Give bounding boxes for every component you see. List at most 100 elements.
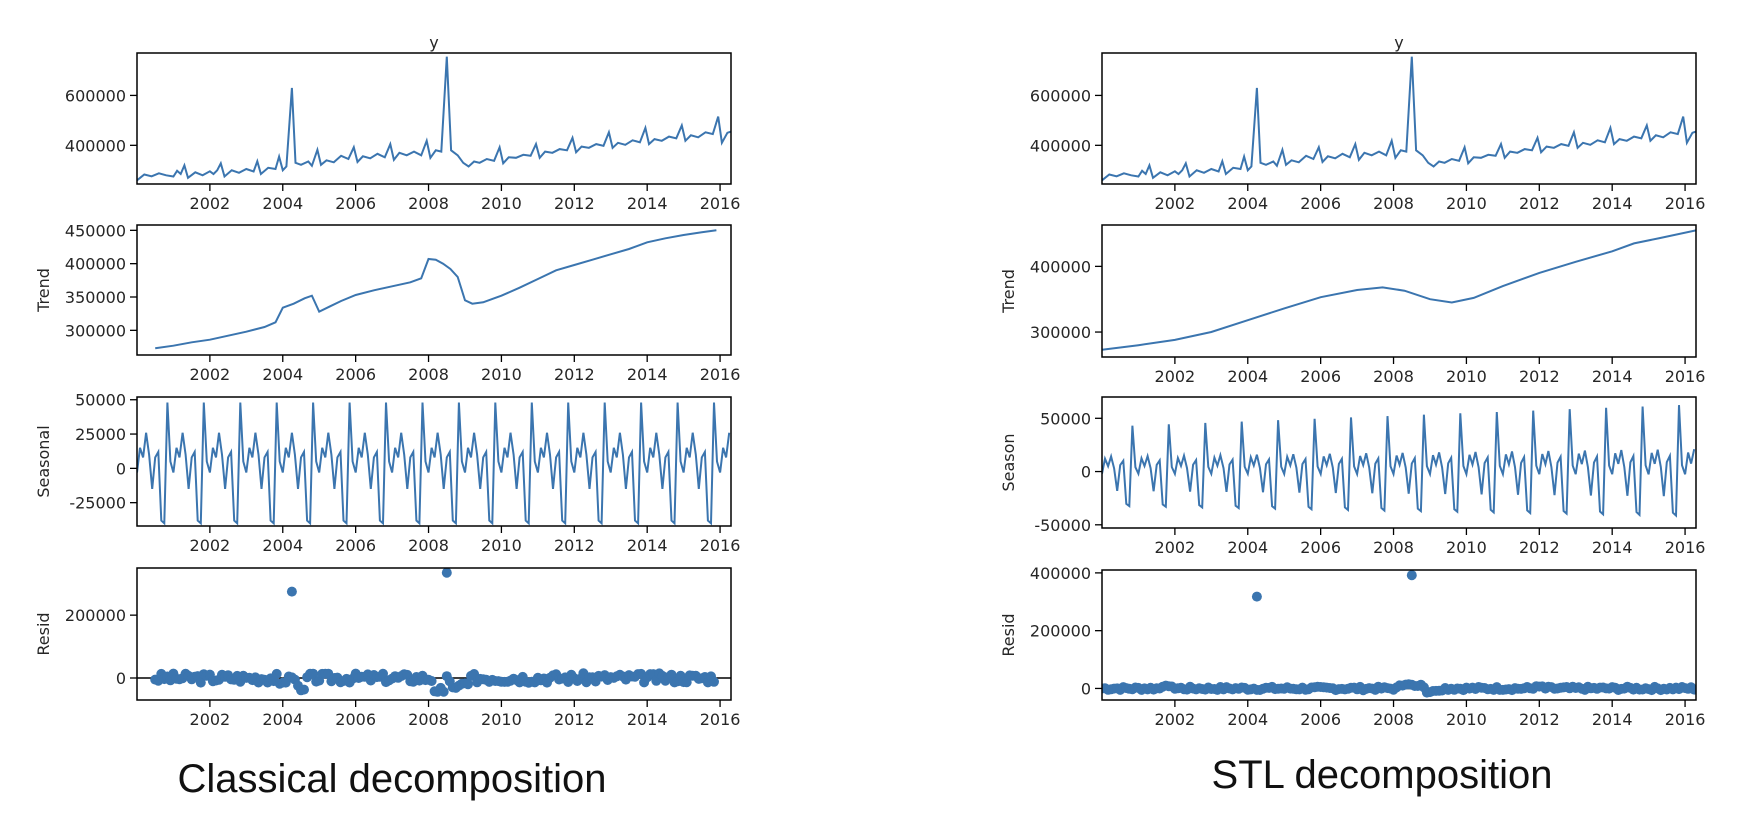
classical-decomposition-chart: 400000 600000 2002 2004 2006 2008 2010 2012 2014… [34, 33, 740, 729]
classical-seasonal-ytick-label: 50000 [75, 391, 126, 410]
classical-y-frame [136, 52, 732, 185]
stl-resid-xtick-label: 2002 [1155, 710, 1196, 729]
classical-trend-line [155, 229, 717, 350]
stl-season-ytick-label: 50000 [1040, 409, 1091, 428]
classical-seasonal-xtick-label: 2014 [627, 536, 668, 555]
classical-resid-point [308, 668, 319, 679]
stl-resid-ytick-label: 400000 [1030, 564, 1091, 583]
classical-seasonal-xtick-label: 2008 [408, 536, 449, 555]
stl-season-xtick-label: 2012 [1519, 538, 1560, 557]
classical-seasonal-frame [136, 396, 732, 527]
classical-resid-point [378, 668, 388, 679]
stl-season-xtick-label: 2016 [1665, 538, 1706, 557]
caption-stl: STL decomposition [1212, 753, 1553, 797]
stl-trend-ytick-label: 300000 [1030, 323, 1091, 342]
classical-trend-xtick-label: 2006 [335, 365, 376, 384]
stl-resid-xtick-label: 2012 [1519, 710, 1560, 729]
classical-trend-ytick-label: 350000 [65, 288, 126, 307]
classical-trend-ytick-label: 300000 [65, 321, 126, 340]
classical-seasonal-data [137, 402, 731, 526]
stl-trend-xtick-label: 2004 [1227, 367, 1268, 386]
classical-resid-point [271, 668, 282, 679]
stl-resid-xtick-label: 2016 [1665, 710, 1706, 729]
stl-resid-ylabel: Resid [999, 613, 1018, 656]
stl-y-xtick-label: 2002 [1155, 194, 1196, 213]
stl-resid-ytick-label: 0 [1081, 679, 1091, 698]
stl-trend-ytick-label: 400000 [1030, 257, 1091, 276]
stl-y-xtick-label: 2016 [1665, 194, 1706, 213]
classical-trend-ytick-label: 400000 [65, 255, 126, 274]
stl-y-xtick-label: 2010 [1446, 194, 1487, 213]
classical-panel-trend: 300000 350000 400000 450000 2002 2004 2006 2008… [34, 221, 740, 384]
classical-resid-outlier [286, 586, 297, 597]
stl-resid-outlier [1251, 591, 1262, 602]
classical-trend-xtick-label: 2014 [627, 365, 668, 384]
classical-y-line [137, 56, 731, 182]
stl-trend-xtick-label: 2016 [1665, 367, 1706, 386]
classical-seasonal-line [137, 402, 731, 526]
stl-y-xtick-label: 2008 [1373, 194, 1414, 213]
classical-y-xtick-label: 2012 [554, 194, 595, 213]
stl-resid-xtick-label: 2006 [1300, 710, 1341, 729]
caption-classical: Classical decomposition [177, 757, 606, 801]
classical-resid-xtick-label: 2014 [627, 710, 668, 729]
stl-season-xtick-label: 2004 [1227, 538, 1268, 557]
stl-y-data [1102, 56, 1696, 182]
stl-season-ytick-label: 0 [1081, 463, 1091, 482]
classical-seasonal-xtick-label: 2010 [481, 536, 522, 555]
stl-panel-resid: 0 200000 400000 2002 2004 2006 2008 2010 2012 201… [999, 564, 1705, 729]
stl-season-xtick-label: 2006 [1300, 538, 1341, 557]
classical-y-xtick-label: 2016 [700, 194, 741, 213]
classical-trend-xtick-label: 2010 [481, 365, 522, 384]
classical-resid-outlier [441, 568, 452, 578]
classical-resid-data [137, 568, 731, 697]
stl-trend-xtick-label: 2010 [1446, 367, 1487, 386]
classical-y-ytick-label: 600000 [65, 86, 126, 105]
stl-resid-xtick-label: 2008 [1373, 710, 1414, 729]
classical-y-xtick-label: 2008 [408, 194, 449, 213]
classical-resid-ytick-label: 0 [116, 669, 126, 688]
classical-seasonal-ylabel: Seasonal [34, 425, 53, 497]
stl-y-ytick-label: 400000 [1030, 136, 1091, 155]
classical-resid-xtick-label: 2002 [190, 710, 231, 729]
classical-resid-ytick-label: 200000 [65, 606, 126, 625]
stl-y-xtick-label: 2012 [1519, 194, 1560, 213]
classical-y-xtick-label: 2010 [481, 194, 522, 213]
stl-resid-point [1689, 684, 1696, 695]
stl-resid-data [1102, 570, 1696, 698]
classical-trend-data [155, 229, 717, 350]
stl-resid-ytick-label: 200000 [1030, 622, 1091, 641]
stl-trend-xtick-label: 2008 [1373, 367, 1414, 386]
classical-y-data [137, 56, 731, 182]
classical-seasonal-xtick-label: 2016 [700, 536, 741, 555]
stl-y-title: y [1394, 33, 1403, 52]
classical-panel-seasonal: -25000 0 25000 50000 2002 2004 2006 2008 2010 201… [34, 391, 740, 555]
stl-resid-xtick-label: 2010 [1446, 710, 1487, 729]
classical-seasonal-ytick-label: 25000 [75, 425, 126, 444]
stl-decomposition-chart: 400000 600000 2002 2004 2006 2008 2010 2012 2014… [999, 33, 1705, 729]
classical-resid-point [463, 679, 473, 690]
classical-trend-xtick-label: 2012 [554, 365, 595, 384]
classical-trend-ylabel: Trend [34, 268, 53, 313]
classical-trend-xtick-label: 2004 [262, 365, 303, 384]
classical-panel-resid: 0 200000 2002 2004 2006 2008 2010 2012 2014 2016 R… [34, 567, 740, 729]
stl-y-xtick-label: 2006 [1300, 194, 1341, 213]
classical-y-xtick-label: 2002 [190, 194, 231, 213]
stl-trend-line [1102, 229, 1696, 351]
classical-trend-frame [136, 224, 732, 356]
classical-y-ytick-label: 400000 [65, 136, 126, 155]
stl-season-frame [1101, 396, 1697, 529]
classical-resid-point [195, 677, 206, 688]
stl-y-xtick-label: 2014 [1592, 194, 1633, 213]
stl-resid-outlier [1406, 570, 1417, 581]
stl-panel-trend: 300000 400000 2002 2004 2006 2008 2010 2012 2014… [999, 224, 1706, 386]
stl-panel-y: 400000 600000 2002 2004 2006 2008 2010 2012 2014… [1030, 33, 1706, 213]
stl-resid-xtick-label: 2004 [1227, 710, 1268, 729]
stl-season-xtick-label: 2014 [1592, 538, 1633, 557]
stl-y-line [1102, 56, 1696, 182]
classical-resid-point [299, 684, 309, 695]
stl-season-xtick-label: 2010 [1446, 538, 1487, 557]
classical-resid-point [426, 676, 437, 686]
classical-resid-xtick-label: 2008 [408, 710, 449, 729]
classical-resid-xtick-label: 2012 [554, 710, 595, 729]
